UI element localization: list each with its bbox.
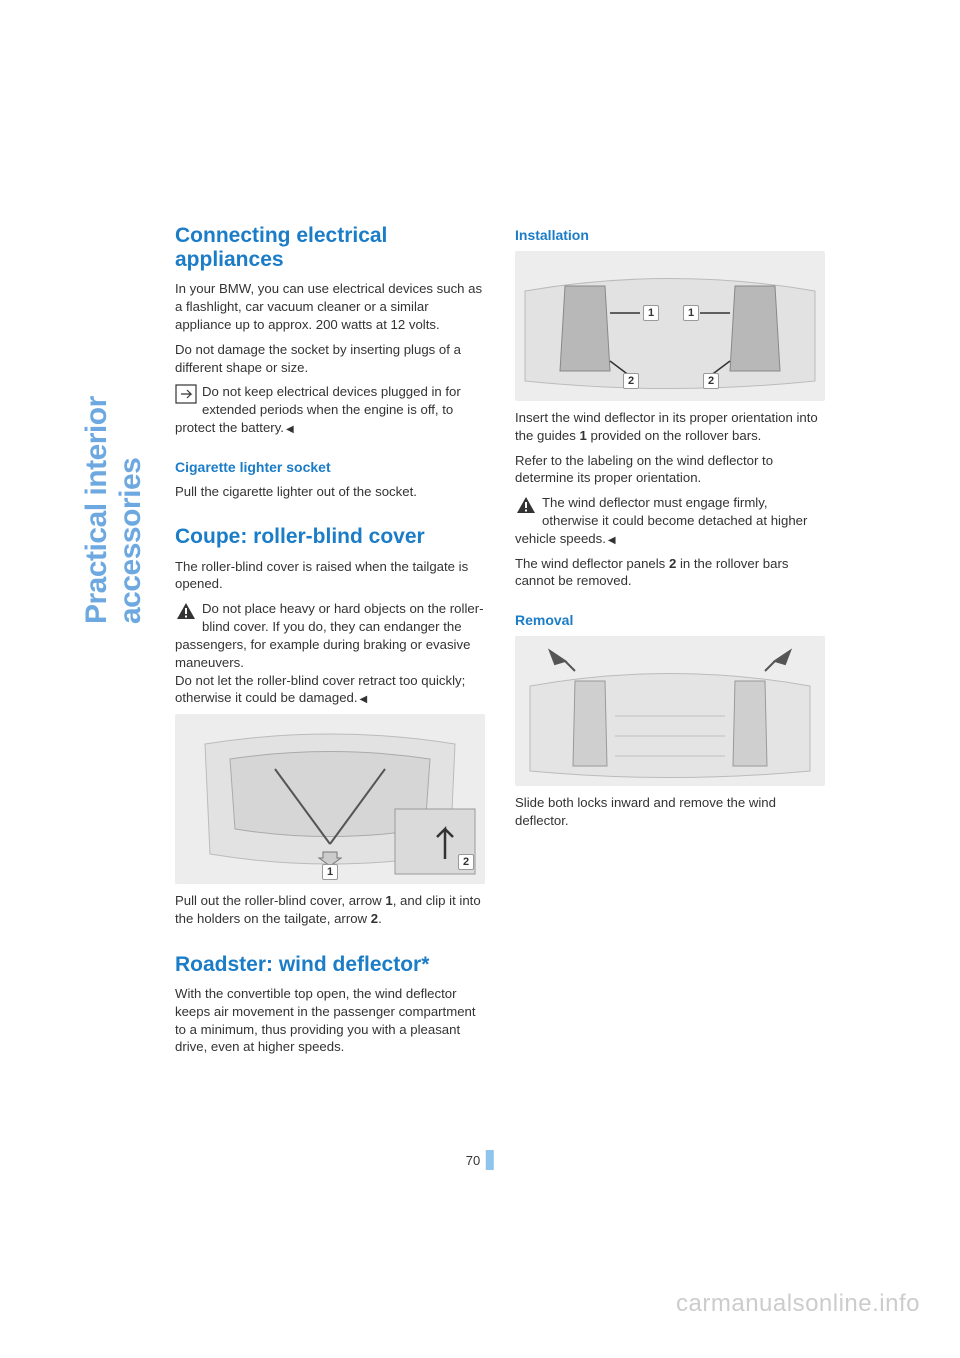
caution-text-b: Do not let the roller-blind cover retrac… <box>175 673 465 706</box>
para: The roller-blind cover is raised when th… <box>175 558 485 594</box>
note-block: Do not keep electrical devices plugged i… <box>175 383 485 436</box>
figure-label: 2 <box>623 373 639 389</box>
figure-label-1: 1 <box>322 864 338 880</box>
caution-block: The wind deflector must engage firmly, o… <box>515 494 825 547</box>
heading-installation: Installation <box>515 226 825 245</box>
note-text: Do not keep electrical devices plugged i… <box>175 384 461 435</box>
cap-a: Pull out the roller-blind cover, arrow <box>175 893 385 908</box>
note-icon <box>175 384 197 404</box>
para: Slide both locks inward and remove the w… <box>515 794 825 830</box>
txt: The wind deflector panels <box>515 556 669 571</box>
figure-label: 2 <box>703 373 719 389</box>
page-number-text: 70 <box>466 1153 480 1168</box>
para: Insert the wind deflector in its proper … <box>515 409 825 445</box>
heading-coupe-roller-blind: Coupe: roller-blind cover <box>175 525 485 549</box>
figure-roller-blind: 1 2 <box>175 714 485 884</box>
installation-svg <box>515 251 825 401</box>
vertical-section-title: Practical interior accessories <box>80 0 148 224</box>
caution-icon <box>515 495 537 515</box>
cap-c: . <box>378 911 382 926</box>
heading-connecting-electrical: Connecting electrical appliances <box>175 224 485 272</box>
roller-blind-svg <box>175 714 485 884</box>
figure-label-2: 2 <box>458 854 474 870</box>
heading-removal: Removal <box>515 611 825 630</box>
figure-installation: 1 1 2 2 <box>515 251 825 401</box>
page-number-bar <box>486 1150 494 1170</box>
heading-roadster-wind-deflector: Roadster: wind deflector* <box>175 953 485 977</box>
vertical-title-text: Practical interior accessories <box>80 224 148 624</box>
watermark-text: carmanualsonline.info <box>676 1290 920 1318</box>
figure-caption: Pull out the roller-blind cover, arrow 1… <box>175 892 485 928</box>
para: The wind deflector panels 2 in the rollo… <box>515 555 825 591</box>
para: Refer to the labeling on the wind deflec… <box>515 452 825 488</box>
caution-icon <box>175 601 197 621</box>
para: Do not damage the socket by inserting pl… <box>175 341 485 377</box>
two-column-layout: Connecting electrical appliances In your… <box>175 224 855 1063</box>
para: Pull the cigarette lighter out of the so… <box>175 483 485 501</box>
figure-label: 1 <box>643 305 659 321</box>
figure-label: 1 <box>683 305 699 321</box>
figure-removal <box>515 636 825 786</box>
heading-cigarette-lighter: Cigarette lighter socket <box>175 458 485 477</box>
caution-text: The wind deflector must engage firmly, o… <box>515 495 807 546</box>
right-column: Installation 1 1 2 2 Insert the <box>515 224 825 1063</box>
caution-text-a: Do not place heavy or hard objects on th… <box>175 601 484 669</box>
txt: provided on the rollover bars. <box>587 428 761 443</box>
left-column: Connecting electrical appliances In your… <box>175 224 485 1063</box>
para: In your BMW, you can use electrical devi… <box>175 280 485 333</box>
removal-svg <box>515 636 825 786</box>
page-content: Connecting electrical appliances In your… <box>175 224 855 1063</box>
para: With the convertible top open, the wind … <box>175 985 485 1056</box>
caution-block: Do not place heavy or hard objects on th… <box>175 600 485 707</box>
page-number: 70 <box>466 1150 494 1170</box>
